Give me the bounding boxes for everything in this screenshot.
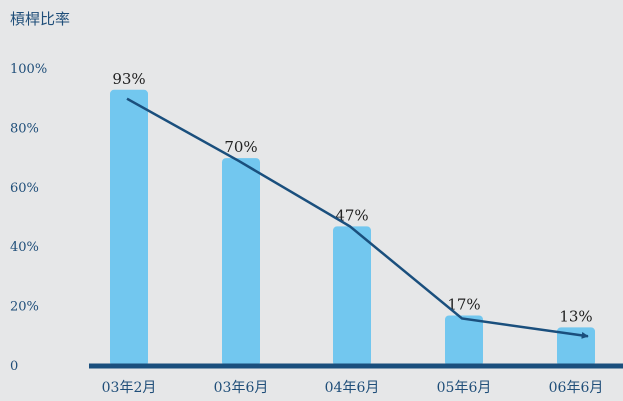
y-tick-label: 100% — [10, 62, 47, 77]
bar — [445, 315, 483, 366]
trend-line-group — [126, 97, 589, 339]
x-tick-label: 05年6月 — [437, 380, 492, 396]
x-tick-label: 03年6月 — [214, 380, 269, 396]
data-label: 70% — [224, 138, 257, 156]
bar — [333, 226, 371, 366]
data-label: 47% — [335, 206, 368, 224]
data-label: 93% — [112, 70, 145, 88]
y-tick-label: 40% — [10, 240, 39, 255]
chart-title: 槓桿比率 — [10, 10, 70, 28]
y-tick-label: 0 — [10, 359, 18, 374]
trend-line — [126, 97, 589, 339]
x-tick-label: 03年2月 — [102, 380, 157, 396]
data-labels: 93% 70% 47% 17% 13% — [112, 70, 592, 326]
x-axis-ticks: 03年2月 03年6月 04年6月 05年6月 06年6月 — [102, 380, 604, 396]
y-tick-label: 80% — [10, 121, 39, 136]
bars — [110, 89, 595, 366]
bar — [222, 158, 260, 366]
x-tick-label: 04年6月 — [325, 380, 380, 396]
y-axis-ticks: 0 20% 40% 60% 80% 100% — [10, 62, 47, 374]
data-label: 17% — [447, 296, 480, 314]
data-label: 13% — [559, 307, 592, 325]
y-tick-label: 60% — [10, 181, 39, 196]
y-tick-label: 20% — [10, 300, 39, 315]
x-tick-label: 06年6月 — [549, 380, 604, 396]
bar — [110, 89, 148, 366]
